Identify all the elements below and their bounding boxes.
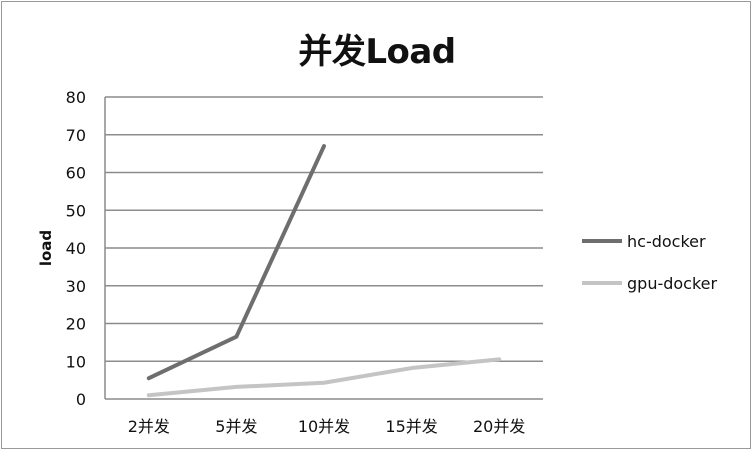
y-tick-label: 10 (66, 352, 86, 371)
x-tick-label: 15并发 (385, 417, 437, 436)
legend: hc-docker gpu-docker (582, 232, 718, 293)
series-lines (146, 144, 502, 398)
y-tick-label: 0 (76, 390, 86, 409)
y-tick-label: 80 (66, 88, 86, 107)
legend-label-hc-docker: hc-docker (627, 232, 706, 251)
y-tick-labels: 0 10 20 30 40 50 60 70 80 (66, 88, 86, 409)
y-tick-label: 20 (66, 315, 86, 334)
x-tick-label: 5并发 (215, 417, 257, 436)
x-tick-label: 10并发 (298, 417, 350, 436)
x-tick-label: 2并发 (128, 417, 170, 436)
gridlines (105, 96, 543, 362)
y-axis-label: load (37, 230, 55, 266)
y-tick-label: 50 (66, 201, 86, 220)
axes (104, 97, 543, 400)
x-tick-label: 20并发 (473, 417, 525, 436)
y-tick-label: 60 (66, 164, 86, 183)
y-tick-label: 40 (66, 239, 86, 258)
y-tick-label: 30 (66, 277, 86, 296)
series-line-hc-docker (146, 144, 326, 381)
chart-title: 并发Load (298, 32, 456, 72)
y-tick-label: 70 (66, 126, 86, 145)
legend-label-gpu-docker: gpu-docker (627, 274, 718, 293)
x-tick-labels: 2并发 5并发 10并发 15并发 20并发 (128, 417, 526, 436)
series-line-gpu-docker (146, 357, 502, 398)
